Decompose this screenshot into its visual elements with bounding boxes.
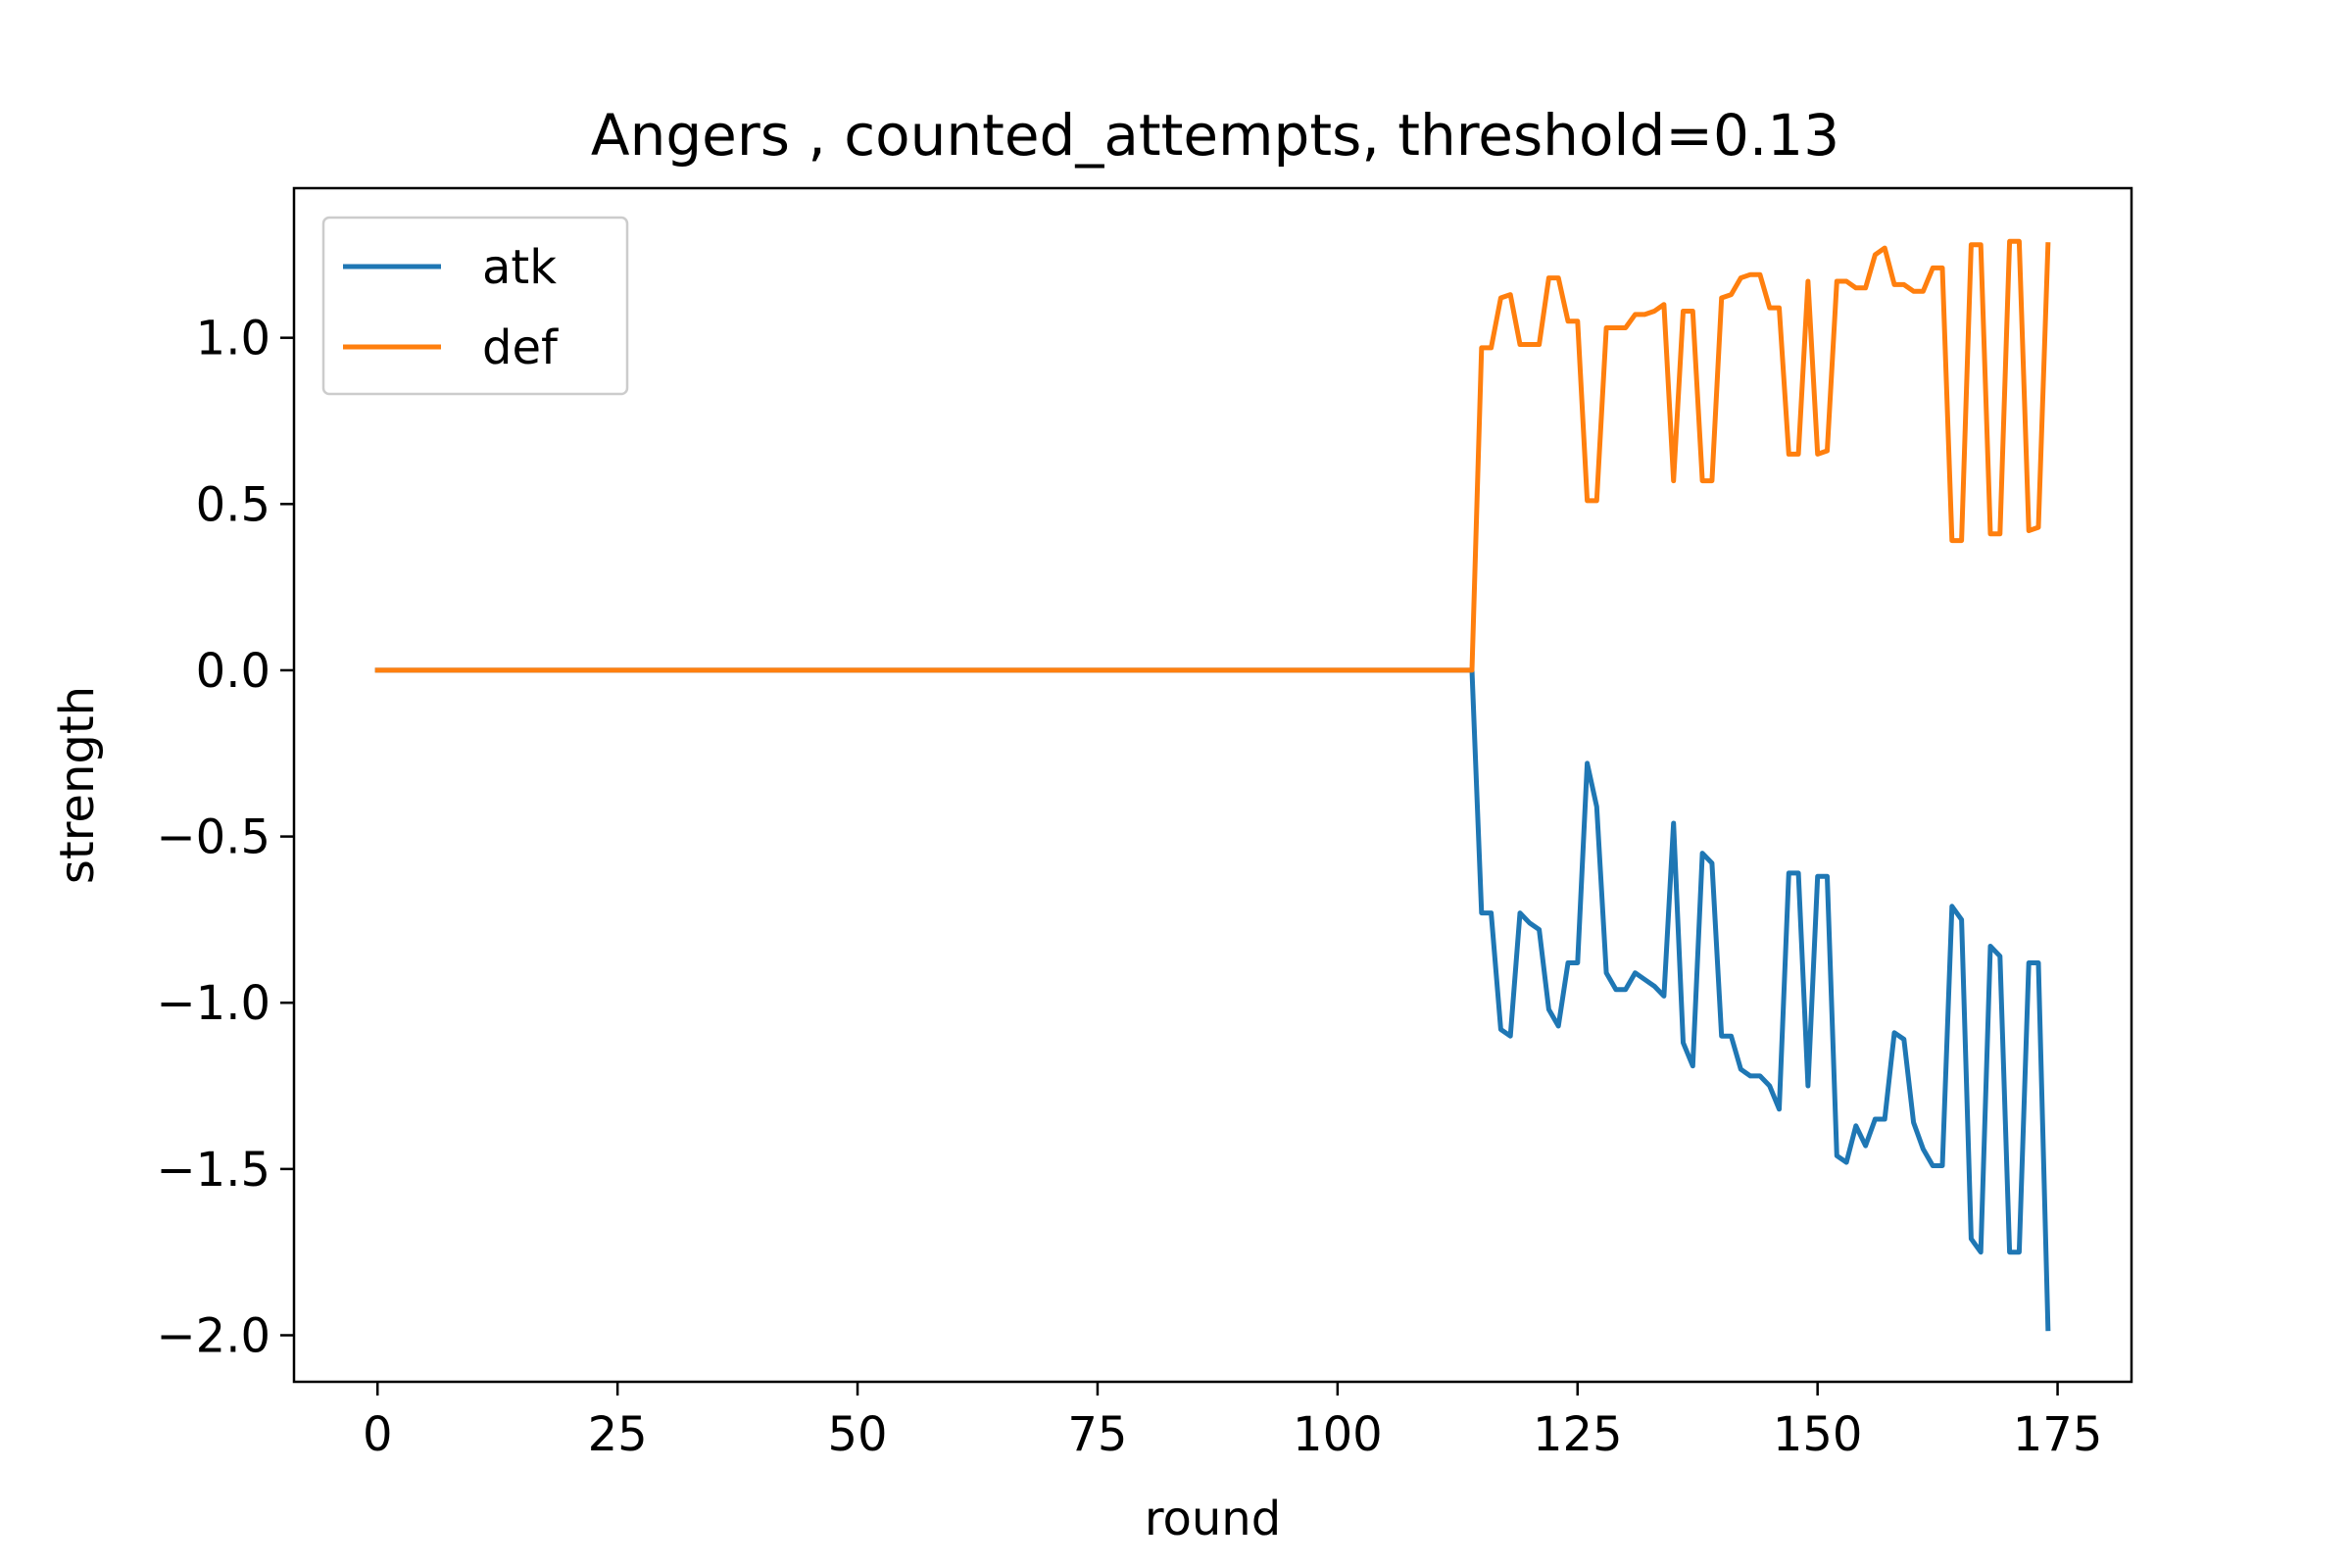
x-tick-label: 0 [363, 1407, 393, 1462]
x-tick-label: 75 [1067, 1407, 1127, 1462]
x-axis-label: round [1145, 1492, 1281, 1546]
x-axis: 0 25 50 75 100 125 150 175 [363, 1382, 2102, 1462]
x-tick-label: 125 [1533, 1407, 1623, 1462]
legend-label-atk: atk [482, 240, 557, 295]
x-tick-label: 150 [1773, 1407, 1863, 1462]
legend-box [321, 216, 629, 396]
y-tick-label: −0.5 [156, 810, 270, 865]
legend-label-def: def [482, 320, 559, 375]
y-tick-label: −1.0 [156, 976, 270, 1031]
x-tick-label: 25 [588, 1407, 648, 1462]
y-tick-label: −2.0 [156, 1309, 270, 1364]
y-tick-label: −1.5 [156, 1143, 270, 1198]
plot-frame [292, 186, 2133, 1384]
y-tick-label: 0.5 [196, 477, 270, 532]
y-axis: 1.0 0.5 0.0 −0.5 −1.0 −1.5 −2.0 [156, 312, 294, 1364]
series-line-atk [374, 667, 2051, 1332]
x-tick-label: 100 [1293, 1407, 1383, 1462]
series-line-def [374, 238, 2051, 673]
y-tick-label: 1.0 [196, 312, 270, 367]
y-axis-label: strength [50, 686, 105, 884]
x-tick-label: 175 [2013, 1407, 2103, 1462]
legend: atk def [321, 216, 629, 396]
x-tick-label: 50 [828, 1407, 888, 1462]
plot-area [374, 238, 2051, 1332]
y-tick-label: 0.0 [196, 644, 270, 699]
chart-title: Angers , counted_attempts, threshold=0.1… [591, 102, 1839, 169]
